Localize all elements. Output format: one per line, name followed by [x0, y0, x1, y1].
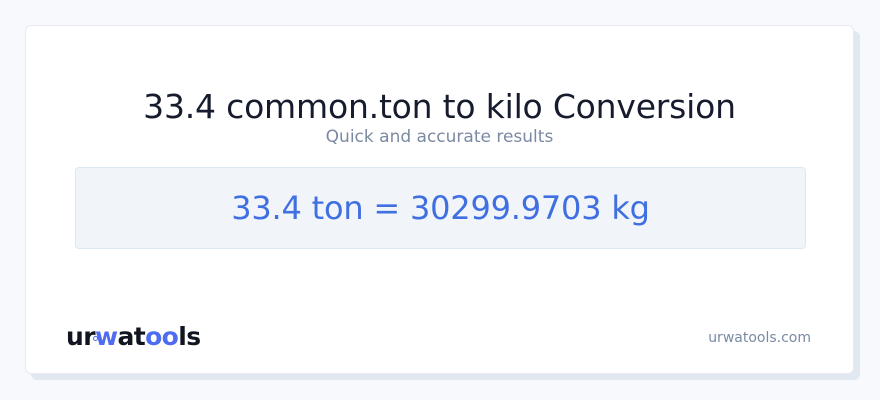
conversion-card: 33.4 common.ton to kilo Conversion Quick… — [25, 25, 854, 374]
logo-part-w: w — [94, 322, 118, 351]
logo-part-at: at — [117, 322, 146, 351]
conversion-result-box: 33.4 ton = 30299.9703 kg — [75, 167, 806, 249]
page-title: 33.4 common.ton to kilo Conversion — [143, 87, 736, 127]
brand-logo[interactable]: urwatools — [66, 322, 201, 352]
card-footer: urwatools urwatools.com — [26, 322, 853, 352]
page-subtitle: Quick and accurate results — [325, 127, 554, 147]
logo-part-ur: ur — [66, 322, 96, 351]
logo-part-ls: ls — [178, 322, 201, 351]
conversion-result-text: 33.4 ton = 30299.9703 kg — [231, 189, 650, 227]
card-content: 33.4 common.ton to kilo Conversion Quick… — [26, 26, 853, 373]
site-url-label: urwatools.com — [708, 330, 811, 346]
logo-part-oo: oo — [145, 322, 179, 351]
